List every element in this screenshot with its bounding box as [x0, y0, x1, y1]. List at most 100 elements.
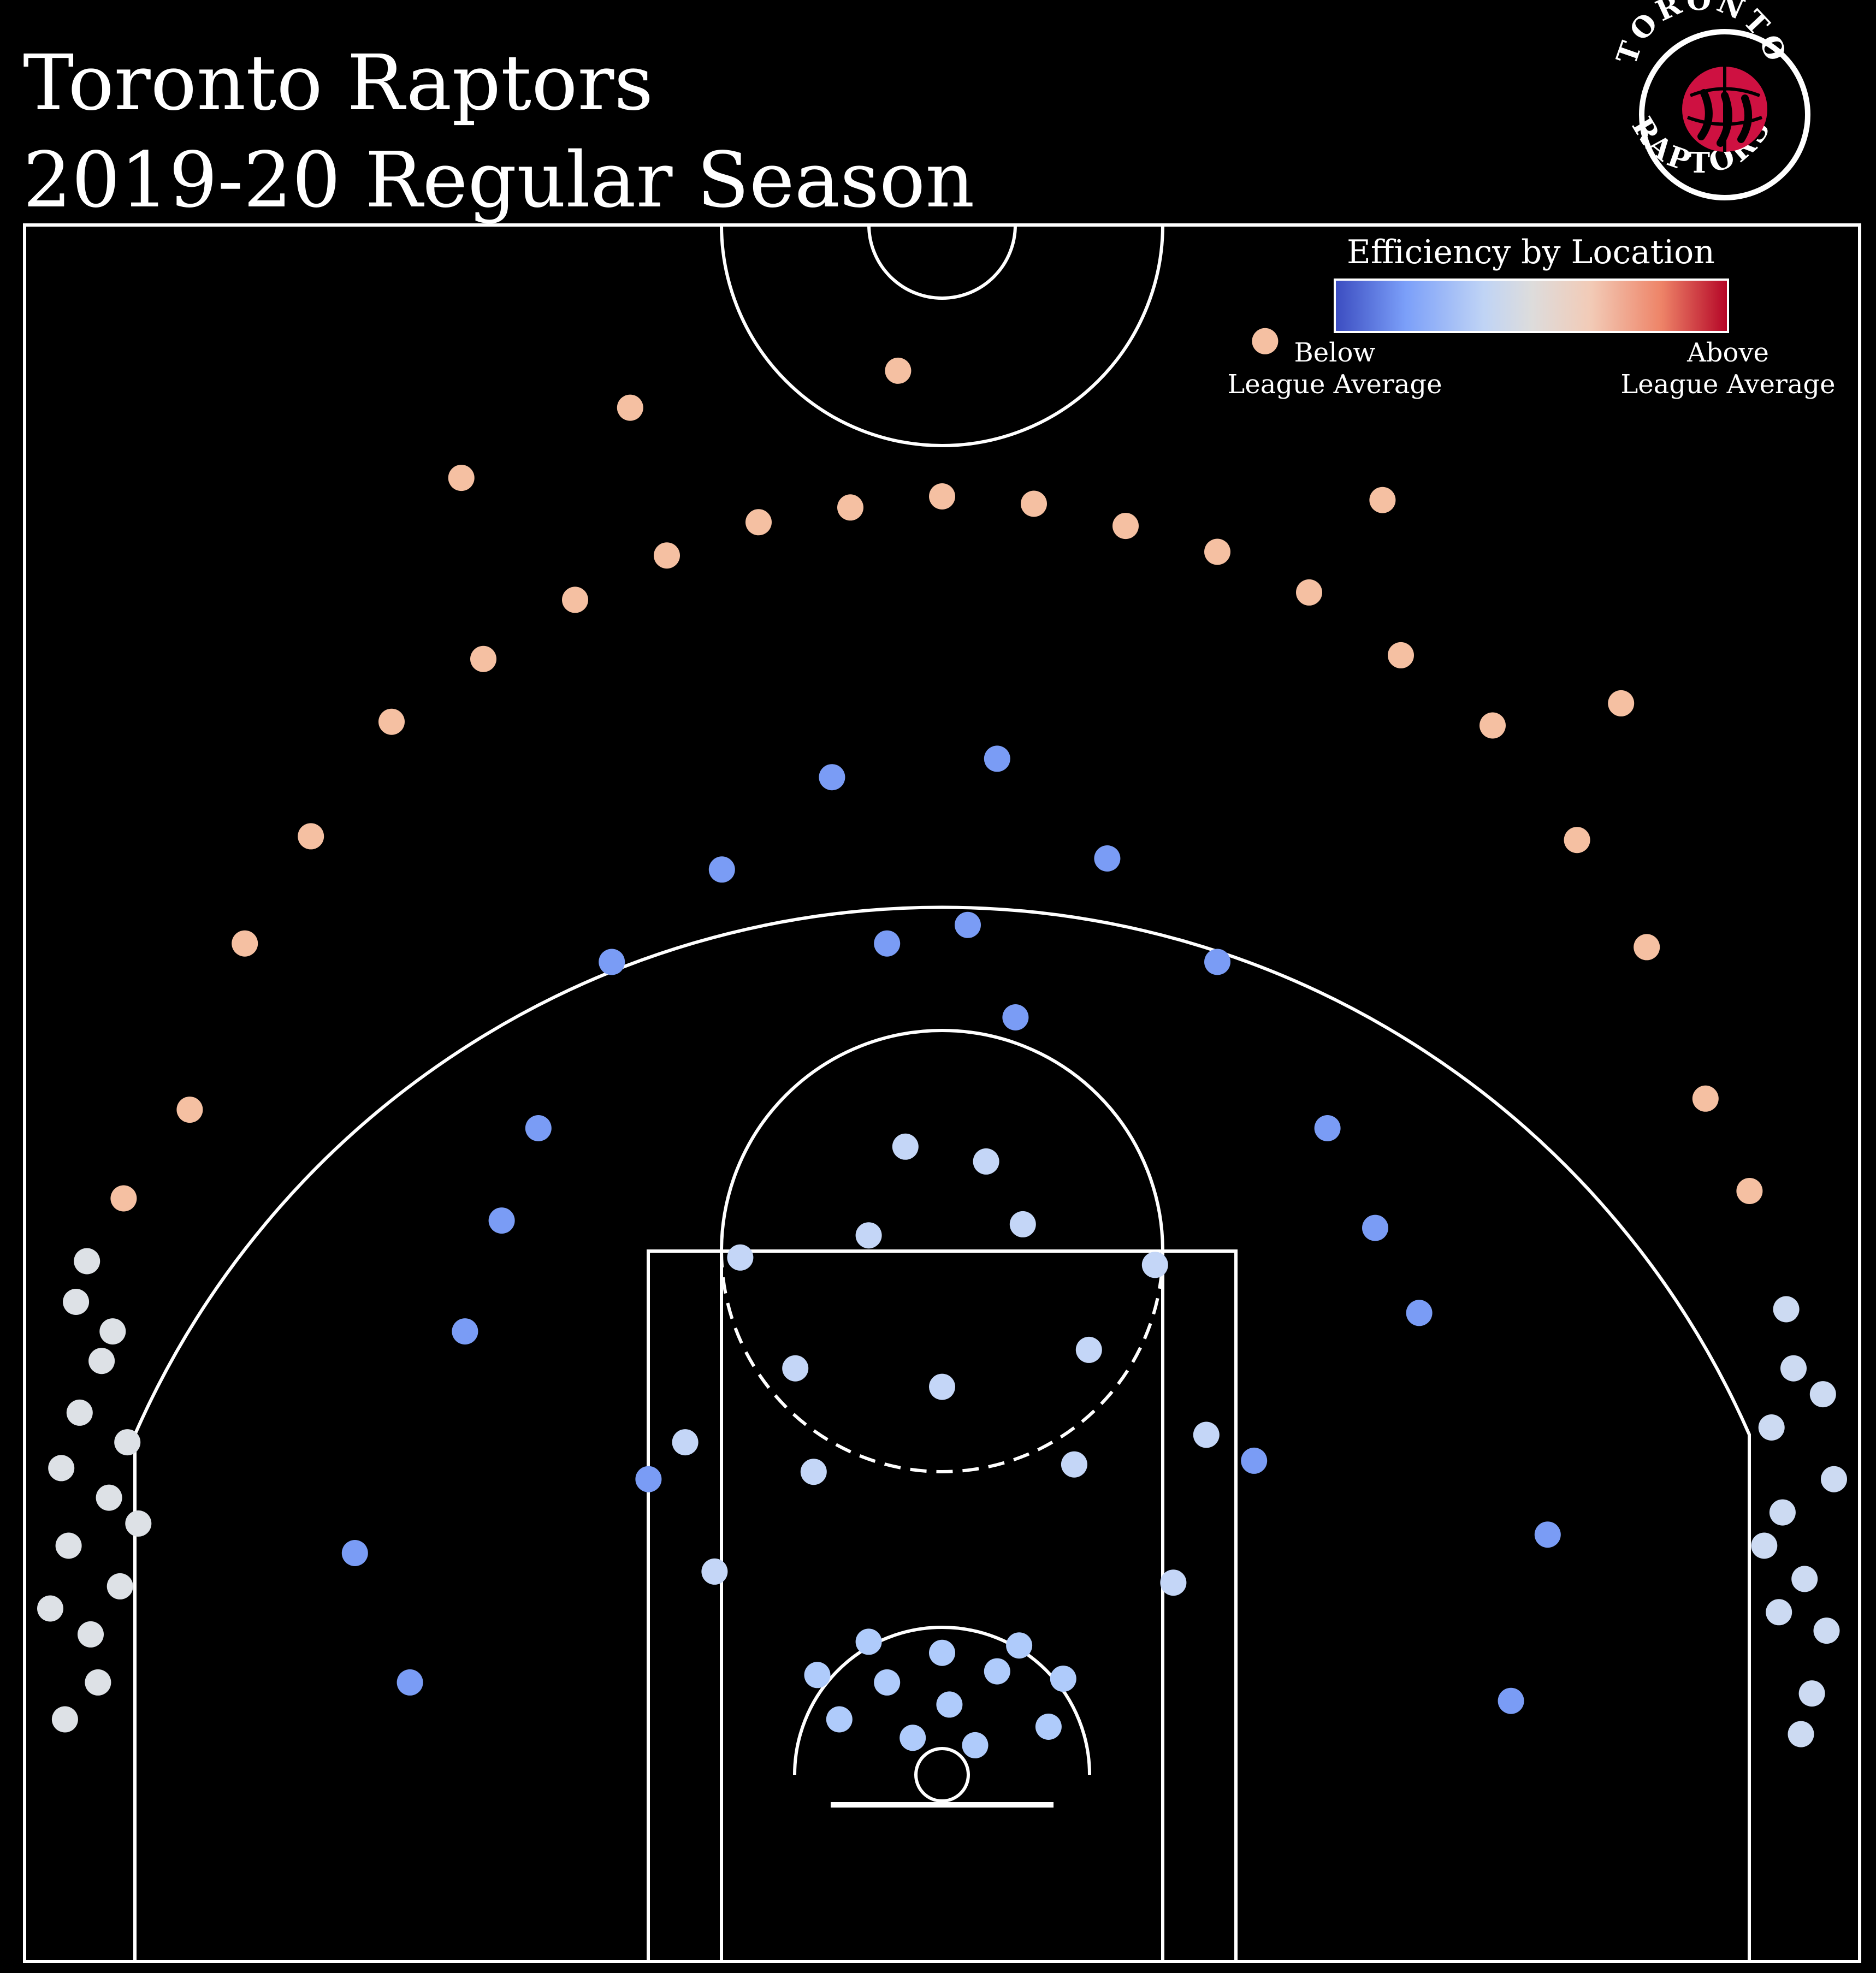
shot-point-restricted-area [874, 1669, 901, 1696]
shot-point-above-break-three [1480, 712, 1506, 739]
center-circle-outer [720, 224, 1164, 447]
shot-point-paint-non-ra [1009, 1211, 1036, 1237]
shot-point-above-break-three [1112, 513, 1139, 540]
legend-high-label-1: Above [1686, 337, 1769, 368]
shot-point-above-break-three [1634, 934, 1660, 961]
shot-point-right-corner-three [1821, 1466, 1847, 1492]
free-throw-circle-bottom [720, 1251, 1164, 1473]
shot-point-restricted-area [855, 1628, 882, 1655]
shot-point-above-break-three [654, 542, 680, 569]
shot-point-mid-range [874, 930, 901, 957]
shot-point-paint-non-ra [800, 1459, 827, 1485]
shot-point-mid-range [1362, 1214, 1388, 1241]
shot-point-above-break-three [1369, 487, 1396, 513]
shot-point-mid-range [1002, 1004, 1029, 1030]
team-logo: TORONTO RAPTORS [1610, 0, 1810, 200]
shot-point-left-corner-three [106, 1573, 133, 1599]
shot-point-left-corner-three [37, 1595, 63, 1622]
shot-point-above-break-three [176, 1097, 203, 1123]
shot-point-mid-range [635, 1466, 662, 1492]
shot-point-right-corner-three [1769, 1499, 1796, 1526]
shot-point-restricted-area [1035, 1714, 1062, 1740]
shot-point-right-corner-three [1751, 1532, 1778, 1559]
shot-point-above-break-three [470, 645, 496, 672]
shot-point-paint-non-ra [1160, 1569, 1187, 1596]
shot-point-paint-non-ra [672, 1429, 699, 1456]
shot-point-paint-non-ra [855, 1222, 882, 1249]
shot-point-restricted-area [826, 1706, 853, 1733]
shot-point-mid-range [341, 1540, 368, 1566]
shot-point-left-corner-three [51, 1706, 78, 1733]
shot-point-above-break-three [298, 823, 324, 850]
shot-point-left-corner-three [48, 1455, 75, 1482]
shot-point-mid-range [1498, 1687, 1524, 1714]
shot-point-right-corner-three [1773, 1296, 1800, 1323]
shot-point-mid-range [1094, 845, 1121, 872]
shot-point-above-break-three [1608, 690, 1635, 716]
shot-point-above-break-three [1296, 579, 1322, 606]
shot-point-left-corner-three [85, 1669, 111, 1696]
shot-point-paint-non-ra [701, 1558, 728, 1585]
shot-point-mid-range [708, 856, 735, 883]
shot-point-paint-non-ra [892, 1133, 919, 1160]
shot-point-left-corner-three [96, 1484, 122, 1511]
shot-point-left-corner-three [99, 1318, 126, 1345]
shot-point-restricted-area [962, 1732, 989, 1758]
shot-point-right-corner-three [1758, 1414, 1785, 1441]
three-point-arc [133, 905, 1751, 1962]
shot-point-above-break-three [448, 465, 475, 491]
raptors-claw-basketball-icon [1682, 67, 1767, 152]
shot-point-restricted-area [1050, 1666, 1076, 1692]
shot-point-paint-non-ra [1061, 1451, 1087, 1478]
shot-point-mid-range [488, 1207, 515, 1234]
shot-point-mid-range [1204, 949, 1230, 975]
shot-point-above-break-three [837, 494, 863, 521]
shot-point-right-corner-three [1791, 1566, 1818, 1592]
restricted-area-arc [793, 1626, 1091, 1775]
shot-point-mid-range [955, 911, 981, 938]
shot-point-above-break-three [745, 509, 772, 536]
shot-point-mid-range [452, 1318, 478, 1345]
shot-point-above-break-three [1252, 328, 1279, 354]
shot-point-above-break-three [110, 1185, 137, 1212]
shot-point-above-break-three [617, 394, 643, 421]
shot-point-left-corner-three [114, 1429, 141, 1456]
legend-low-label-1: Below [1294, 337, 1375, 368]
chart-title: Toronto Raptors [23, 39, 653, 128]
shot-point-mid-range [1314, 1115, 1341, 1141]
shot-point-mid-range [984, 745, 1010, 772]
shot-point-restricted-area [899, 1725, 926, 1751]
shot-point-mid-range [1406, 1300, 1433, 1326]
shot-point-paint-non-ra [1075, 1336, 1102, 1363]
legend-high-label-2: League Average [1620, 369, 1835, 400]
shot-point-restricted-area [929, 1639, 955, 1666]
center-circle-inner [867, 224, 1017, 300]
shot-point-left-corner-three [74, 1248, 100, 1275]
shot-point-right-corner-three [1780, 1355, 1807, 1382]
legend-title: Efficiency by Location [1347, 233, 1715, 271]
shot-point-restricted-area [936, 1691, 963, 1718]
shot-point-paint-non-ra [1141, 1252, 1168, 1278]
shot-point-above-break-three [1736, 1178, 1763, 1204]
shot-point-above-break-three [885, 357, 912, 384]
shot-point-left-corner-three [88, 1348, 115, 1374]
shot-point-paint-non-ra [973, 1148, 999, 1175]
shot-point-right-corner-three [1809, 1381, 1836, 1408]
shot-point-paint-non-ra [782, 1355, 809, 1382]
shot-point-mid-range [1534, 1521, 1561, 1548]
shot-point-above-break-three [1692, 1085, 1719, 1112]
shot-point-above-break-three [232, 930, 258, 957]
shot-point-above-break-three [378, 708, 405, 735]
shot-point-paint-non-ra [929, 1373, 955, 1400]
shot-point-left-corner-three [63, 1289, 90, 1315]
shot-point-right-corner-three [1788, 1721, 1814, 1747]
shot-point-paint-non-ra [727, 1244, 754, 1271]
shot-point-right-corner-three [1766, 1599, 1792, 1626]
shot-point-restricted-area [984, 1658, 1010, 1685]
rim [914, 1747, 970, 1803]
shot-point-mid-range [819, 764, 845, 791]
shot-point-paint-non-ra [1193, 1421, 1220, 1448]
shot-point-right-corner-three [1798, 1680, 1825, 1707]
shot-markers [37, 328, 1847, 1758]
